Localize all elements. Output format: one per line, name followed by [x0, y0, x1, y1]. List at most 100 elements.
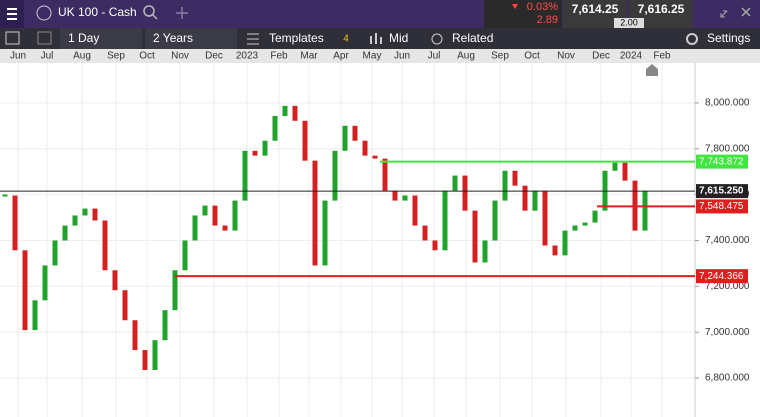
candle — [452, 175, 458, 191]
level-label-box — [696, 269, 748, 284]
range: 2 Years — [153, 31, 193, 45]
x-tick-label: Apr — [333, 51, 349, 62]
candle — [482, 240, 488, 263]
candle — [102, 220, 108, 271]
candle — [642, 191, 648, 231]
candle — [242, 150, 248, 201]
candle — [172, 270, 178, 311]
time-axis — [0, 49, 760, 63]
level-label: 7,615.250 — [699, 186, 744, 197]
candle — [502, 170, 508, 201]
candle — [522, 185, 528, 211]
x-tick-label: Jun — [10, 51, 26, 62]
close-icon[interactable] — [741, 7, 751, 17]
x-tick-label: Sep — [107, 51, 125, 62]
candle — [42, 265, 48, 301]
candle — [162, 310, 168, 341]
y-tick-label: 7,000.000 — [705, 327, 750, 338]
settings-icon — [686, 33, 698, 45]
x-tick-label: Aug — [457, 51, 475, 62]
range-button[interactable] — [145, 28, 237, 49]
candle — [352, 125, 358, 141]
candle — [432, 240, 438, 251]
popout-icon[interactable] — [720, 10, 728, 18]
level-label: 7,548.475 — [699, 201, 744, 212]
x-tick-label: 2023 — [236, 51, 259, 62]
search-icon[interactable] — [143, 5, 155, 17]
x-tick-label: Aug — [73, 51, 91, 62]
info-icon[interactable] — [36, 5, 52, 21]
candle — [292, 105, 298, 121]
candle — [362, 140, 368, 156]
change-abs: 2.89 — [537, 14, 558, 26]
x-tick-label: 2024 — [620, 51, 643, 62]
change-box — [484, 0, 562, 28]
add-tab[interactable] — [176, 7, 188, 19]
candle — [402, 195, 408, 201]
candle — [542, 190, 548, 246]
candle — [472, 210, 478, 263]
candle — [122, 290, 128, 321]
candle — [62, 225, 68, 241]
scroll-handle[interactable] — [646, 64, 658, 76]
candle — [182, 240, 188, 271]
candle — [372, 155, 378, 159]
search-icon-handle — [152, 14, 158, 20]
candle — [332, 150, 338, 201]
candle — [312, 160, 318, 266]
candle — [442, 190, 448, 251]
x-tick-label: Dec — [592, 51, 610, 62]
candle — [72, 215, 78, 226]
candle — [572, 225, 578, 231]
candle — [202, 205, 208, 216]
candle — [112, 270, 118, 291]
y-tick-label: 7,800.000 — [705, 143, 750, 154]
candle — [132, 320, 138, 351]
level-label: 7,743.872 — [699, 156, 744, 167]
y-tick-label: 8,000.000 — [705, 98, 750, 109]
price-type[interactable]: Mid — [389, 31, 408, 45]
x-tick-label: Nov — [171, 51, 189, 62]
spread: 2.00 — [620, 17, 638, 27]
interval-button[interactable] — [60, 28, 142, 49]
x-tick-label: Oct — [524, 51, 540, 62]
candle — [192, 215, 198, 241]
candle — [212, 205, 218, 226]
x-tick-label: Feb — [270, 51, 288, 62]
candle — [612, 162, 618, 171]
x-tick-label: Mar — [300, 51, 318, 62]
grid-icon[interactable] — [37, 31, 52, 45]
candle — [552, 245, 558, 256]
candle — [622, 162, 628, 181]
candle — [582, 222, 588, 226]
settings[interactable]: Settings — [707, 31, 750, 45]
x-tick-label: Sep — [491, 51, 509, 62]
level-label-box — [696, 199, 748, 214]
down-arrow — [512, 4, 518, 9]
candle — [592, 210, 598, 223]
candle — [532, 190, 538, 211]
y-tick-label: 7,400.000 — [705, 235, 750, 246]
layout-icon[interactable] — [5, 31, 20, 45]
templates-icon — [247, 33, 259, 45]
x-tick-label: Jul — [41, 51, 54, 62]
candle — [82, 208, 88, 216]
candle — [222, 225, 228, 231]
x-tick-label: Jun — [394, 51, 410, 62]
candle — [322, 200, 328, 266]
related[interactable]: Related — [452, 31, 493, 45]
level-label-box — [696, 154, 748, 169]
candle — [462, 175, 468, 211]
spread-box — [614, 18, 644, 28]
candle — [382, 158, 388, 191]
candle — [92, 208, 98, 221]
templates[interactable]: Templates — [269, 31, 324, 45]
change-pct: 0.03% — [527, 1, 558, 13]
candle — [422, 225, 428, 241]
level-label-box — [696, 184, 748, 199]
x-tick-label: May — [363, 51, 382, 62]
buy-price: 7,616.25 — [638, 2, 685, 16]
menu-icon — [7, 8, 17, 20]
instrument-name[interactable]: UK 100 - Cash — [58, 5, 137, 19]
